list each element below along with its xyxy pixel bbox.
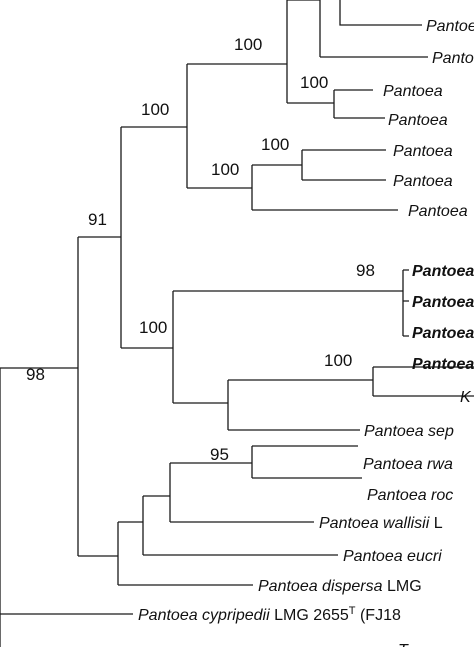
taxon-label-bold: Pantoea: [412, 325, 474, 342]
support-value: 91: [88, 210, 107, 229]
taxon-genus: Pantoea: [412, 294, 474, 311]
taxon-label: Pantoea rwa: [363, 456, 453, 473]
branch-node95-inner: [118, 496, 144, 555]
taxon-label: Pantoea dispersa LMG: [258, 578, 422, 595]
taxon-genus: Pantoea: [432, 50, 474, 67]
taxon-genus: Pantoea: [412, 356, 474, 373]
taxon-label: Pantoea: [393, 173, 453, 190]
branch-node95: [78, 522, 119, 585]
taxon-genus: Pantoea: [412, 263, 474, 280]
taxon-label: Pantoea sep: [364, 423, 454, 440]
support-value: 100: [261, 135, 289, 154]
support-value: 100: [324, 351, 352, 370]
taxon-label-bold: Pantoea: [412, 263, 474, 280]
branch-node100-b: [187, 0, 288, 103]
taxon-strain: L: [429, 515, 442, 532]
taxon-label: Pantoea eucri: [343, 548, 442, 565]
taxon-label: Pantoea: [432, 50, 474, 67]
branch-node98: [121, 291, 174, 403]
branch-node100-e: [187, 149, 398, 211]
branch-node100-a: [121, 64, 188, 188]
taxon-label: Pantoea: [388, 112, 448, 129]
taxon-genus: Pantoea: [408, 203, 468, 220]
taxon-genus: K: [460, 389, 472, 406]
support-value: 98: [356, 261, 375, 280]
taxon-genus: Pantoea sep: [364, 423, 454, 440]
branch-eucri-dispersa: [118, 554, 338, 586]
branch-top-leaves: [320, 0, 428, 58]
taxon-genus: Pantoea: [426, 18, 474, 35]
taxon-label: K: [460, 389, 472, 406]
taxon-label: Pantoea: [426, 18, 474, 35]
taxon-genus: Pantoea: [393, 173, 453, 190]
taxon-genus: Pantoea roc: [367, 487, 453, 504]
taxon-genus: Pantoea eucri: [343, 548, 442, 565]
type-strain-superscript: T: [349, 605, 356, 617]
taxon-genus: Pantoea wallisii: [319, 515, 430, 532]
taxon-label: Pantoea: [408, 203, 468, 220]
taxon-genus: Pantoea: [393, 143, 453, 160]
branch-node100-d: [287, 89, 385, 119]
taxon-label: T: [398, 642, 409, 647]
taxon-label: Pantoea cypripedii LMG 2655T (FJ18: [138, 605, 401, 624]
branch-node100-c: [287, 0, 321, 57]
taxon-genus: Pantoea: [388, 112, 448, 129]
taxon-genus: Pantoea rwa: [363, 456, 453, 473]
taxon-genus: Pantoea: [412, 325, 474, 342]
support-value: 100: [141, 100, 169, 119]
support-value: 100: [139, 318, 167, 337]
branch-node-rwa: [143, 445, 362, 523]
taxon-strain: LMG 2655: [270, 607, 349, 624]
taxon-genus: Pantoea: [383, 83, 443, 100]
branch-node-lower: [173, 366, 474, 431]
taxon-genus: T: [398, 642, 409, 647]
taxon-label: Pantoea: [383, 83, 443, 100]
taxon-accession: (FJ18: [356, 607, 401, 624]
support-value: 100: [211, 160, 239, 179]
support-value: 95: [210, 445, 229, 464]
taxon-labels: Pantoea Pantoea Pantoea Pantoea Pantoea …: [138, 18, 474, 647]
support-value: 100: [234, 35, 262, 54]
support-value: 100: [300, 73, 328, 92]
taxon-label-bold: Pantoea: [412, 294, 474, 311]
taxon-genus: Pantoea dispersa: [258, 578, 383, 595]
taxon-label-bold: Pantoea: [412, 356, 474, 373]
taxon-label: Pantoea: [393, 143, 453, 160]
support-value: 98: [26, 365, 45, 384]
taxon-label: Pantoea roc: [367, 487, 453, 504]
support-values: 100 100 100 100 100 91 98 100 98 100 95: [26, 35, 375, 464]
taxon-genus: Pantoea cypripedii: [138, 607, 270, 624]
branch-node91: [78, 127, 122, 348]
branch-node100-bold: [173, 269, 409, 337]
taxon-label: Pantoea wallisii L: [319, 515, 443, 532]
taxon-strain: LMG: [383, 578, 422, 595]
